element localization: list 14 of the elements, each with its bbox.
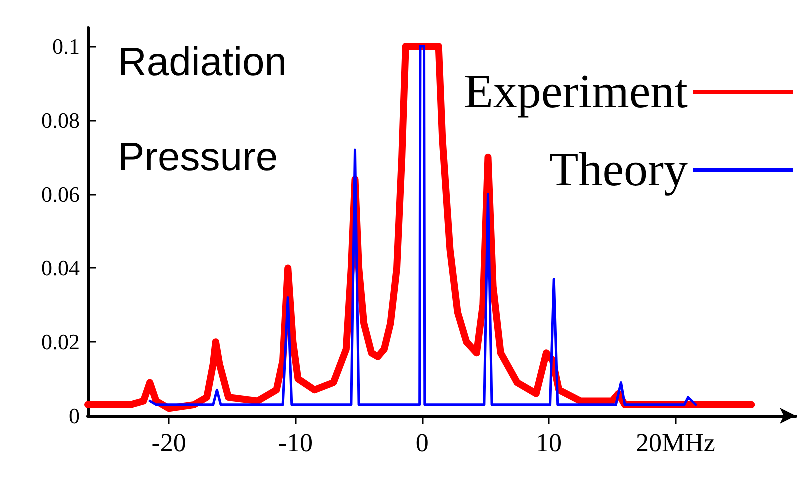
- chart-title: Radiation Pressure: [118, 40, 288, 180]
- y-tick-label: 0.04: [42, 256, 80, 281]
- x-tick-label: 10: [536, 428, 562, 458]
- x-tick-label: 20MHz: [636, 428, 716, 458]
- legend-label: Experiment: [464, 66, 689, 118]
- x-tick-label: -20: [152, 428, 186, 458]
- legend-label: Theory: [549, 144, 688, 196]
- y-tick-label: 0.02: [42, 330, 80, 355]
- y-tick-label: 0.06: [42, 182, 80, 207]
- y-tick-label: 0.08: [42, 108, 80, 133]
- x-tick-label: -10: [278, 428, 314, 458]
- y-tick-label: 0: [69, 404, 80, 428]
- x-tick-label: 0: [416, 428, 429, 458]
- y-tick-label: 0.1: [52, 34, 80, 59]
